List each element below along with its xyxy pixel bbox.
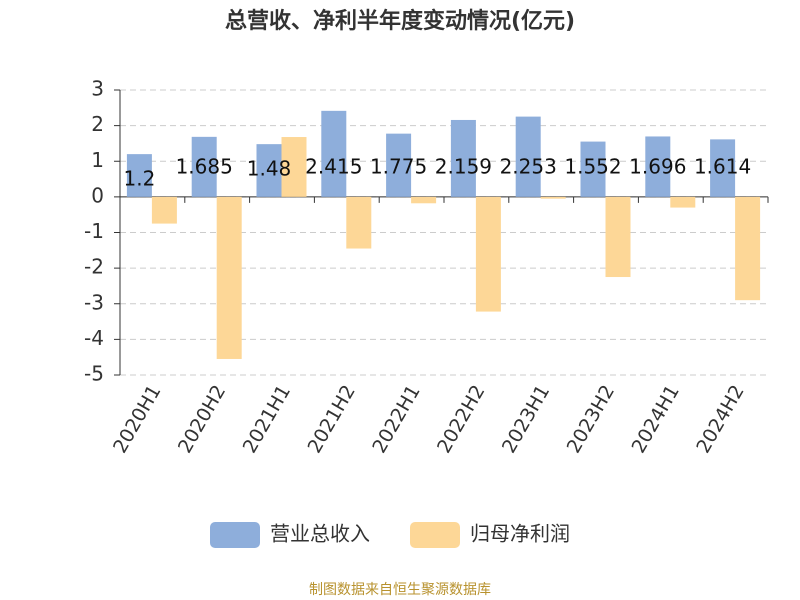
bar	[216, 196, 242, 359]
bar	[450, 119, 476, 197]
bar	[475, 196, 501, 312]
legend-swatch	[410, 522, 460, 548]
data-label: 1.775	[370, 155, 427, 179]
x-tick-label: 2020H1	[109, 381, 165, 457]
y-tick-label: 1	[91, 148, 104, 172]
data-label: 1.552	[564, 155, 621, 179]
bar	[515, 116, 541, 197]
y-tick-label: -4	[84, 326, 104, 350]
bar	[281, 137, 307, 197]
x-tick-label: 2021H1	[239, 381, 295, 457]
bar	[605, 196, 631, 278]
legend-label: 营业总收入	[270, 522, 370, 546]
data-label: 2.253	[500, 155, 557, 179]
y-tick-label: 0	[91, 183, 104, 207]
data-label: 2.159	[435, 155, 492, 179]
data-label: 2.415	[305, 155, 362, 179]
y-tick-label: -5	[84, 362, 104, 386]
bar	[540, 196, 566, 199]
legend-swatch	[210, 522, 260, 548]
source-note: 制图数据来自恒生聚源数据库	[309, 582, 491, 598]
x-tick-label: 2023H1	[498, 381, 554, 457]
bar	[411, 196, 437, 204]
bar	[346, 196, 372, 249]
bar	[191, 136, 217, 197]
bar	[256, 144, 282, 197]
y-tick-label: -2	[84, 255, 104, 279]
x-tick-label: 2022H1	[368, 381, 424, 457]
x-tick-label: 2024H1	[627, 381, 683, 457]
bar	[645, 136, 671, 197]
bar	[580, 141, 606, 197]
x-tick-label: 2022H2	[433, 381, 489, 457]
chart-title: 总营收、净利半年度变动情况(亿元)	[225, 8, 575, 34]
bar	[710, 139, 736, 197]
bar	[670, 196, 696, 208]
bar	[386, 133, 412, 197]
y-tick-label: -1	[84, 219, 104, 243]
x-tick-label: 2024H2	[692, 381, 748, 457]
x-tick-label: 2021H2	[303, 381, 359, 457]
data-label: 1.614	[694, 155, 751, 179]
legend-label: 归母净利润	[470, 522, 570, 546]
bar	[151, 196, 177, 224]
bar	[321, 110, 347, 197]
data-label: 1.2	[123, 167, 155, 191]
x-tick-label: 2020H2	[174, 381, 230, 457]
bar	[126, 154, 152, 197]
y-tick-label: 2	[91, 112, 104, 136]
data-label: 1.696	[629, 155, 686, 179]
y-tick-label: -3	[84, 290, 104, 314]
data-label: 1.685	[176, 155, 233, 179]
y-tick-label: 3	[91, 77, 104, 101]
bar	[735, 196, 761, 301]
x-tick-label: 2023H2	[563, 381, 619, 457]
data-label: 1.48	[247, 157, 292, 181]
